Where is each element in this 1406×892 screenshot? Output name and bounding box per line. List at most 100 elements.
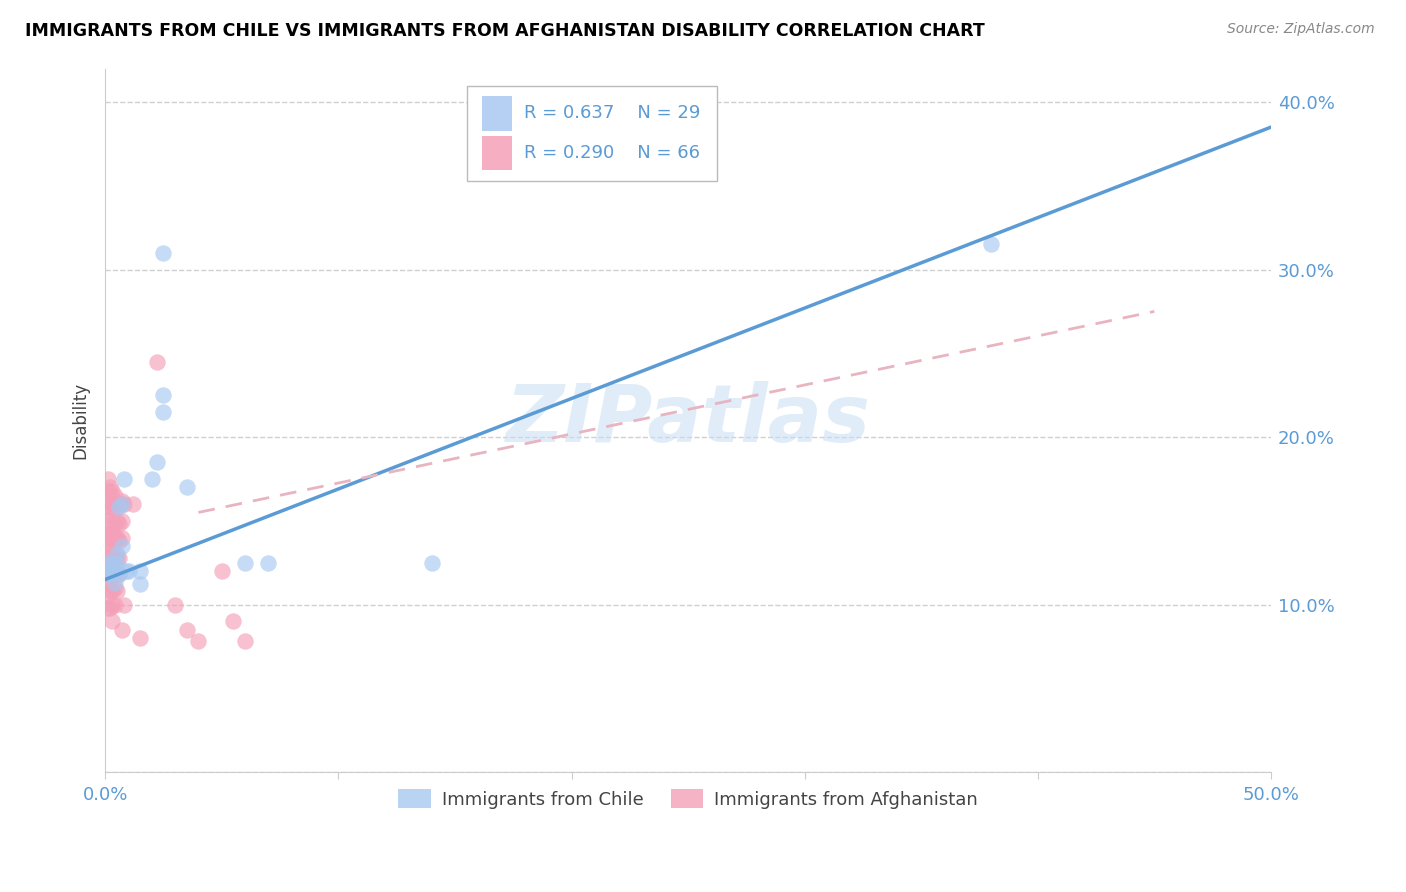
Point	[152, 405, 174, 419]
Point	[101, 525, 124, 540]
Point	[145, 354, 167, 368]
Point	[152, 245, 174, 260]
FancyBboxPatch shape	[482, 96, 512, 130]
Point	[103, 581, 125, 595]
FancyBboxPatch shape	[467, 87, 717, 181]
Point	[101, 567, 124, 582]
Point	[103, 598, 125, 612]
Point	[96, 527, 118, 541]
Point	[112, 497, 135, 511]
Point	[98, 560, 121, 574]
Point	[420, 556, 443, 570]
Point	[105, 514, 128, 528]
Point	[110, 493, 132, 508]
Point	[98, 500, 121, 515]
Point	[96, 556, 118, 570]
Point	[101, 483, 124, 498]
Point	[211, 564, 233, 578]
Point	[187, 634, 209, 648]
Point	[96, 514, 118, 528]
Point	[96, 567, 118, 582]
Point	[101, 552, 124, 566]
Point	[96, 564, 118, 578]
Point	[98, 567, 121, 582]
Point	[98, 601, 121, 615]
Point	[105, 547, 128, 561]
Y-axis label: Disability: Disability	[72, 382, 89, 458]
Point	[105, 556, 128, 570]
Point	[96, 500, 118, 515]
Point	[98, 544, 121, 558]
Text: Source: ZipAtlas.com: Source: ZipAtlas.com	[1227, 22, 1375, 37]
Point	[98, 489, 121, 503]
Point	[103, 564, 125, 578]
Point	[101, 556, 124, 570]
Point	[103, 575, 125, 590]
Point	[165, 598, 187, 612]
Point	[98, 480, 121, 494]
Point	[108, 517, 131, 532]
Legend: Immigrants from Chile, Immigrants from Afghanistan: Immigrants from Chile, Immigrants from A…	[391, 782, 986, 816]
Point	[103, 547, 125, 561]
Point	[108, 500, 131, 515]
Point	[105, 567, 128, 582]
Point	[101, 539, 124, 553]
Point	[108, 567, 131, 582]
Point	[103, 489, 125, 503]
FancyBboxPatch shape	[482, 136, 512, 170]
Point	[98, 584, 121, 599]
Point	[129, 631, 152, 645]
Point	[105, 531, 128, 545]
Point	[96, 601, 118, 615]
Point	[96, 589, 118, 603]
Point	[103, 564, 125, 578]
Point	[96, 550, 118, 565]
Point	[101, 560, 124, 574]
Point	[96, 577, 118, 591]
Point	[101, 615, 124, 629]
Text: R = 0.637    N = 29: R = 0.637 N = 29	[523, 104, 700, 122]
Point	[222, 615, 245, 629]
Point	[101, 497, 124, 511]
Point	[105, 497, 128, 511]
Point	[112, 598, 135, 612]
Point	[115, 564, 138, 578]
Point	[105, 550, 128, 565]
Point	[110, 514, 132, 528]
Point	[103, 531, 125, 545]
Point	[110, 531, 132, 545]
Point	[108, 497, 131, 511]
Point	[108, 550, 131, 565]
Point	[233, 634, 256, 648]
Point	[101, 584, 124, 599]
Text: IMMIGRANTS FROM CHILE VS IMMIGRANTS FROM AFGHANISTAN DISABILITY CORRELATION CHAR: IMMIGRANTS FROM CHILE VS IMMIGRANTS FROM…	[25, 22, 986, 40]
Point	[110, 497, 132, 511]
Point	[117, 564, 139, 578]
Point	[122, 497, 145, 511]
Point	[98, 564, 121, 578]
Point	[980, 237, 1002, 252]
Point	[98, 573, 121, 587]
Point	[108, 567, 131, 582]
Point	[112, 472, 135, 486]
Point	[110, 539, 132, 553]
Point	[98, 531, 121, 545]
Point	[105, 584, 128, 599]
Point	[257, 556, 280, 570]
Point	[145, 455, 167, 469]
Point	[103, 517, 125, 532]
Point	[98, 517, 121, 532]
Point	[141, 472, 163, 486]
Point	[96, 539, 118, 553]
Point	[129, 564, 152, 578]
Text: ZIPatlas: ZIPatlas	[506, 381, 870, 459]
Point	[152, 388, 174, 402]
Text: R = 0.290    N = 66: R = 0.290 N = 66	[523, 144, 700, 162]
Point	[96, 493, 118, 508]
Point	[110, 623, 132, 637]
Point	[129, 577, 152, 591]
Point	[96, 556, 118, 570]
Point	[101, 510, 124, 524]
Point	[233, 556, 256, 570]
Point	[176, 623, 198, 637]
